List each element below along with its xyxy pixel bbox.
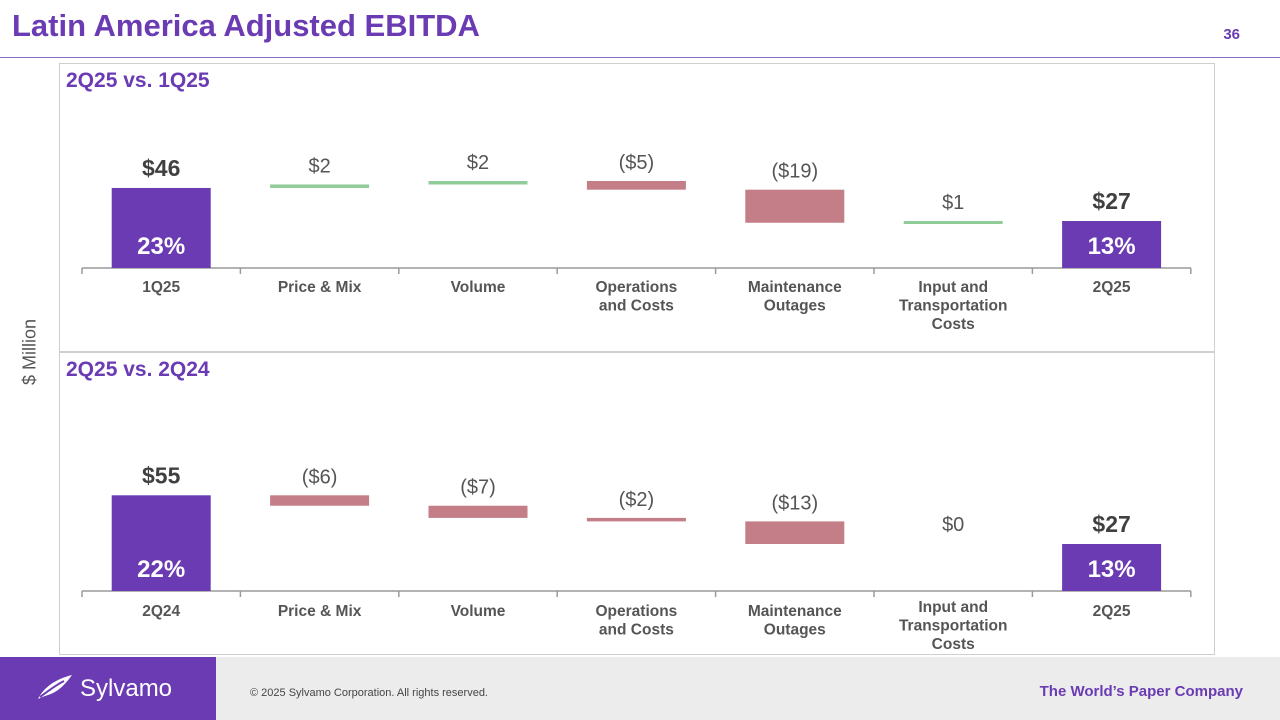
value-label: $27 — [1092, 188, 1130, 214]
category-label: Input and — [918, 599, 988, 616]
category-label: and Costs — [599, 622, 674, 639]
category-label: and Costs — [599, 298, 674, 315]
waterfall-bar-2 — [270, 184, 370, 188]
value-label: ($13) — [771, 492, 818, 514]
logo-block: Sylvamo — [0, 657, 216, 720]
waterfall-bar-4 — [586, 181, 686, 190]
category-label: 2Q24 — [142, 603, 180, 620]
tagline: The World’s Paper Company — [1039, 683, 1243, 700]
waterfall-bar-1 — [111, 495, 211, 591]
category-label: Operations — [595, 603, 677, 620]
category-label: Transportation — [899, 298, 1008, 315]
category-label: 1Q25 — [142, 279, 180, 296]
chart-title: 2Q25 vs. 1Q25 — [66, 69, 210, 92]
value-label: $2 — [467, 152, 489, 174]
category-label: Price & Mix — [278, 279, 362, 296]
category-label: Outages — [764, 622, 826, 639]
logo-text: Sylvamo — [80, 675, 173, 702]
copyright-text: © 2025 Sylvamo Corporation. All rights r… — [250, 687, 488, 699]
waterfall-bar-3 — [428, 181, 528, 185]
waterfall-bar-5 — [745, 521, 845, 545]
margin-label: 22% — [137, 556, 185, 583]
category-label: Input and — [918, 279, 988, 296]
value-label: ($7) — [460, 477, 496, 499]
page-number: 36 — [1223, 26, 1240, 43]
category-label: Volume — [451, 279, 506, 296]
chart-panel-bottom — [59, 352, 1215, 655]
value-label: $27 — [1092, 511, 1130, 537]
waterfall-bar-5 — [745, 189, 845, 223]
category-label: Maintenance — [748, 603, 842, 620]
value-label: ($6) — [302, 466, 338, 488]
chart-1: 2Q25 vs. 1Q25 $46 23% 1Q25 $2 Price & Mix $2 Vo… — [66, 69, 1192, 333]
value-label: $46 — [142, 155, 180, 181]
category-label: 2Q25 — [1093, 603, 1131, 620]
waterfall-bar-1 — [111, 187, 211, 268]
sylvamo-leaf-icon — [38, 675, 72, 699]
value-label: $1 — [942, 192, 964, 214]
chart-title: 2Q25 vs. 2Q24 — [66, 358, 210, 381]
value-label: ($5) — [619, 152, 655, 174]
value-label: ($19) — [771, 161, 818, 183]
waterfall-bar-6 — [903, 221, 1003, 225]
category-label: Outages — [764, 298, 826, 315]
category-label: Transportation — [899, 618, 1008, 635]
title-divider — [0, 57, 1280, 58]
value-label: $55 — [142, 462, 181, 488]
category-label: Volume — [451, 603, 506, 620]
margin-label: 13% — [1088, 233, 1136, 260]
category-label: Price & Mix — [278, 603, 362, 620]
category-label: Maintenance — [748, 279, 842, 296]
category-label: Operations — [595, 279, 677, 296]
value-label: ($2) — [619, 489, 655, 511]
waterfall-bar-7 — [1062, 221, 1162, 268]
waterfall-charts: 2Q25 vs. 1Q25 $46 23% 1Q25 $2 Price & Mix $2 Vo… — [66, 69, 1192, 653]
waterfall-bar-3 — [428, 505, 528, 518]
chart-panel-top — [59, 63, 1215, 352]
waterfall-bar-2 — [270, 495, 370, 506]
waterfall-bar-4 — [586, 517, 686, 522]
category-label: 2Q25 — [1093, 279, 1131, 296]
chart-2: 2Q25 vs. 2Q24 $55 22% 2Q24 ($6) Price & Mix ($… — [66, 358, 1192, 653]
value-label: $0 — [942, 514, 964, 536]
category-label: Costs — [932, 316, 975, 333]
margin-label: 23% — [137, 233, 185, 260]
footer: Sylvamo © 2025 Sylvamo Corporation. All … — [0, 657, 1280, 720]
margin-label: 13% — [1088, 556, 1136, 583]
category-label: Costs — [932, 636, 975, 653]
waterfall-bar-7 — [1062, 544, 1162, 591]
page-title: Latin America Adjusted EBITDA — [12, 8, 480, 43]
value-label: $2 — [308, 155, 330, 177]
